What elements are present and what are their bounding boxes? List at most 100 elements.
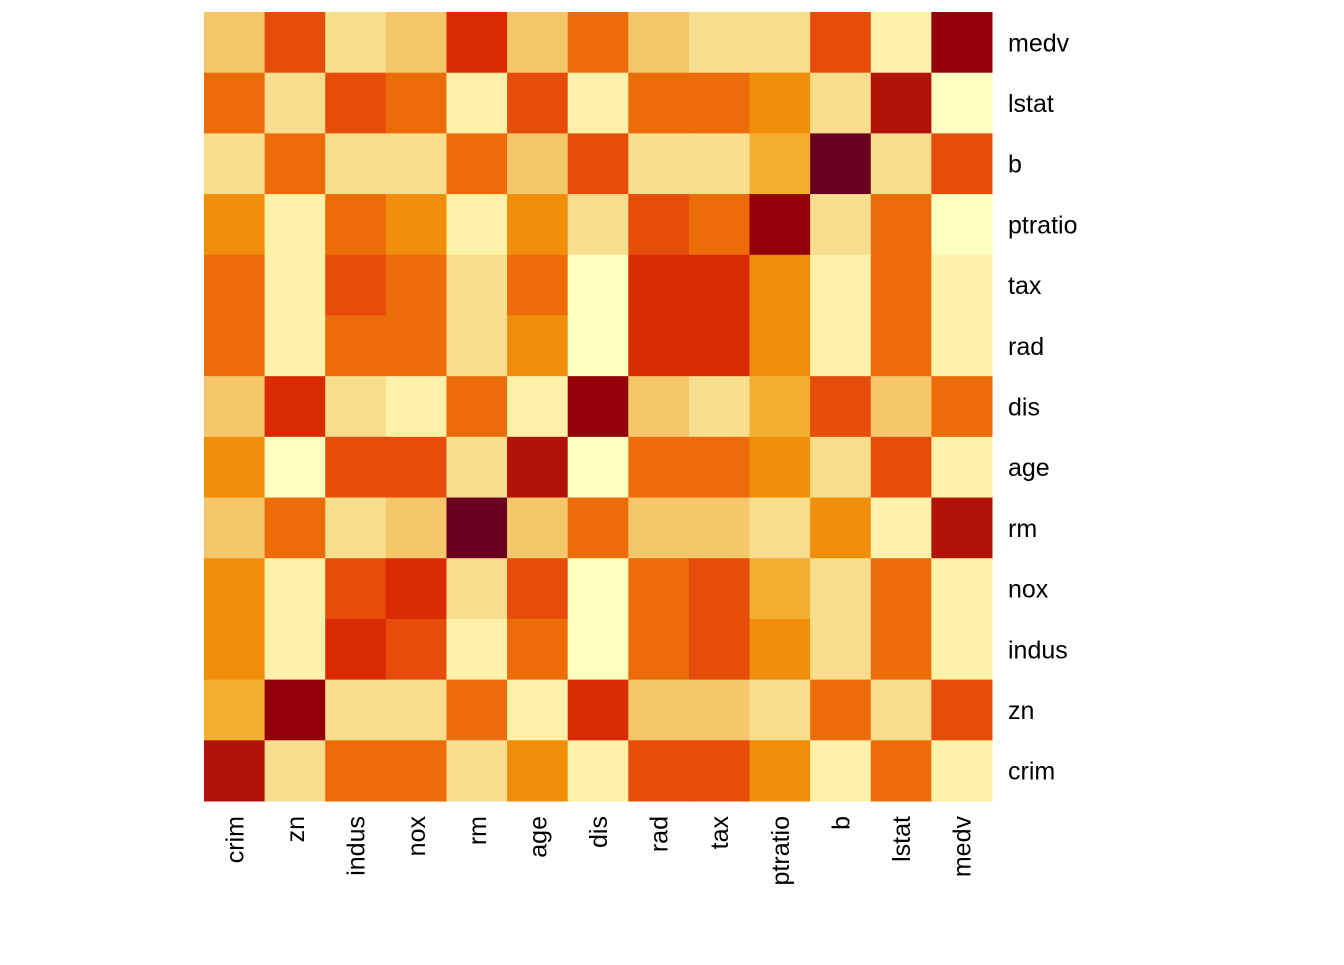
heatmap-cell-zn-indus bbox=[325, 679, 387, 741]
row-label: age bbox=[1008, 454, 1050, 482]
heatmap-cell-lstat-lstat bbox=[870, 72, 932, 134]
heatmap-cell-age-zn bbox=[264, 436, 326, 499]
heatmap-cell-zn-age bbox=[507, 679, 569, 741]
column-label: b bbox=[827, 816, 855, 830]
heatmap-cell-medv-lstat bbox=[870, 12, 932, 74]
heatmap-cell-ptratio-zn bbox=[264, 194, 326, 256]
heatmap-cell-age-b bbox=[810, 436, 872, 499]
heatmap-cell-indus-lstat bbox=[870, 618, 932, 681]
heatmap-cell-b-lstat bbox=[870, 133, 932, 195]
column-label: medv bbox=[949, 816, 977, 878]
heatmap-cell-rad-dis bbox=[567, 315, 629, 377]
heatmap-cell-rm-zn bbox=[264, 497, 326, 559]
row-label: indus bbox=[1008, 636, 1068, 664]
heatmap-cell-dis-ptratio bbox=[749, 376, 811, 438]
heatmap-cell-rm-rm bbox=[446, 497, 508, 559]
heatmap-cell-nox-rm bbox=[446, 558, 508, 620]
column-label: zn bbox=[282, 816, 310, 842]
heatmap-cell-zn-zn bbox=[264, 679, 326, 741]
heatmap-cell-nox-dis bbox=[567, 558, 629, 620]
heatmap-cell-age-lstat bbox=[870, 436, 932, 499]
heatmap-cell-lstat-medv bbox=[931, 72, 993, 134]
heatmap-cell-b-medv bbox=[931, 133, 993, 195]
heatmap-cell-dis-medv bbox=[931, 376, 993, 438]
heatmap-cell-indus-crim bbox=[204, 618, 266, 681]
row-label: crim bbox=[1008, 758, 1055, 786]
heatmap-cell-crim-medv bbox=[931, 740, 993, 802]
heatmap-cell-b-rad bbox=[628, 133, 690, 195]
column-label: crim bbox=[221, 816, 249, 863]
heatmap-cell-medv-medv bbox=[931, 12, 993, 74]
heatmap-cell-nox-ptratio bbox=[749, 558, 811, 620]
column-label: ptratio bbox=[767, 816, 795, 885]
heatmap-cell-indus-b bbox=[810, 618, 872, 681]
heatmap-cell-b-dis bbox=[567, 133, 629, 195]
heatmap-cell-tax-lstat bbox=[870, 254, 932, 316]
heatmap-cell-lstat-indus bbox=[325, 72, 387, 134]
heatmap-cell-zn-dis bbox=[567, 679, 629, 741]
heatmap-cell-rad-lstat bbox=[870, 315, 932, 377]
heatmap-cell-tax-medv bbox=[931, 254, 993, 316]
heatmap-cell-rm-lstat bbox=[870, 497, 932, 559]
heatmap-cell-rad-zn bbox=[264, 315, 326, 377]
heatmap-cell-nox-indus bbox=[325, 558, 387, 620]
heatmap-cell-rm-dis bbox=[567, 497, 629, 559]
heatmap-cell-age-dis bbox=[567, 436, 629, 499]
heatmap-cell-age-age bbox=[507, 436, 569, 499]
heatmap-cell-ptratio-indus bbox=[325, 194, 387, 256]
heatmap-cell-rm-rad bbox=[628, 497, 690, 559]
heatmap-cell-rm-crim bbox=[204, 497, 266, 559]
heatmap-cell-crim-ptratio bbox=[749, 740, 811, 802]
heatmap-cell-b-tax bbox=[688, 133, 751, 195]
heatmap-cell-b-crim bbox=[204, 133, 266, 195]
heatmap-cell-lstat-nox bbox=[385, 72, 447, 134]
column-labels: crim zn indus nox rm age dis rad tax ptratio b lsta… bbox=[221, 816, 976, 886]
column-label: indus bbox=[343, 816, 371, 876]
heatmap-cell-rm-nox bbox=[385, 497, 447, 559]
row-label: rad bbox=[1008, 333, 1044, 361]
row-label: zn bbox=[1008, 697, 1034, 725]
heatmap-cell-lstat-crim bbox=[204, 72, 266, 134]
heatmap-cell-age-indus bbox=[325, 436, 387, 499]
row-label: tax bbox=[1008, 272, 1042, 300]
heatmap-cell-crim-zn bbox=[264, 740, 326, 802]
heatmap-cell-age-nox bbox=[385, 436, 447, 499]
heatmap-cell-b-ptratio bbox=[749, 133, 811, 195]
heatmap-cell-tax-dis bbox=[567, 254, 629, 316]
heatmap-cell-rad-nox bbox=[385, 315, 447, 377]
heatmap-cells bbox=[204, 12, 993, 802]
heatmap-cell-ptratio-lstat bbox=[870, 194, 932, 256]
heatmap-cell-rad-indus bbox=[325, 315, 387, 377]
heatmap-cell-indus-zn bbox=[264, 618, 326, 681]
heatmap-cell-tax-tax bbox=[688, 254, 751, 316]
heatmap-cell-tax-age bbox=[507, 254, 569, 316]
heatmap-cell-rad-tax bbox=[688, 315, 751, 377]
heatmap-cell-zn-tax bbox=[688, 679, 751, 741]
heatmap-cell-age-tax bbox=[688, 436, 751, 499]
heatmap-cell-nox-b bbox=[810, 558, 872, 620]
row-label: medv bbox=[1008, 29, 1070, 57]
heatmap-cell-b-indus bbox=[325, 133, 387, 195]
heatmap-cell-dis-lstat bbox=[870, 376, 932, 438]
heatmap-cell-indus-ptratio bbox=[749, 618, 811, 681]
column-label: lstat bbox=[888, 816, 916, 862]
column-label: nox bbox=[403, 816, 431, 857]
heatmap-cell-dis-b bbox=[810, 376, 872, 438]
heatmap-cell-ptratio-medv bbox=[931, 194, 993, 256]
heatmap-cell-indus-rm bbox=[446, 618, 508, 681]
heatmap-cell-dis-tax bbox=[688, 376, 751, 438]
heatmap-cell-indus-age bbox=[507, 618, 569, 681]
heatmap-cell-dis-indus bbox=[325, 376, 387, 438]
heatmap-cell-lstat-tax bbox=[688, 72, 751, 134]
heatmap-cell-dis-zn bbox=[264, 376, 326, 438]
row-label: nox bbox=[1008, 576, 1049, 604]
column-label: age bbox=[524, 816, 552, 858]
heatmap-cell-tax-rm bbox=[446, 254, 508, 316]
heatmap-cell-nox-crim bbox=[204, 558, 266, 620]
heatmap-cell-crim-indus bbox=[325, 740, 387, 802]
heatmap-cell-indus-nox bbox=[385, 618, 447, 681]
heatmap-cell-ptratio-b bbox=[810, 194, 872, 256]
heatmap-cell-ptratio-dis bbox=[567, 194, 629, 256]
heatmap-cell-ptratio-tax bbox=[688, 194, 751, 256]
